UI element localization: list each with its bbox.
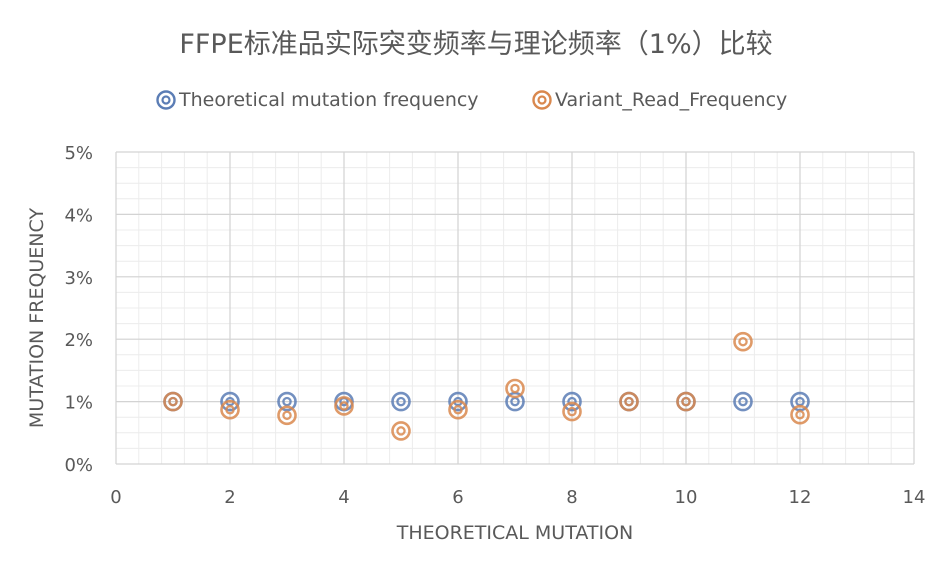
x-tick-label: 2 — [224, 487, 235, 508]
data-point-variant[interactable] — [391, 421, 411, 441]
data-point-variant[interactable] — [676, 391, 696, 412]
x-tick-label: 4 — [338, 487, 349, 508]
legend-item-theoretical[interactable]: Theoretical mutation frequency — [155, 86, 479, 114]
data-point-variant[interactable] — [334, 396, 354, 416]
legend-label-variant: Variant_Read_Frequency — [555, 89, 788, 111]
data-point-variant[interactable] — [505, 378, 525, 399]
data-point-theoretical[interactable] — [562, 391, 582, 412]
y-tick-label: 5% — [64, 143, 93, 164]
data-point-variant[interactable] — [163, 391, 183, 412]
legend: Theoretical mutation frequency Variant_R… — [0, 86, 952, 114]
data-point-variant[interactable] — [277, 405, 297, 426]
legend-marker-variant-icon — [532, 90, 552, 110]
y-tick-label: 4% — [64, 205, 93, 226]
x-tick-label: 6 — [452, 487, 463, 508]
x-tick-label: 0 — [110, 487, 121, 508]
data-point-variant[interactable] — [790, 404, 810, 425]
legend-label-theoretical: Theoretical mutation frequency — [179, 89, 479, 111]
y-tick-label: 1% — [64, 393, 93, 414]
x-axis-title: THEORETICAL MUTATION — [396, 522, 634, 544]
data-point-variant[interactable] — [733, 331, 753, 352]
data-point-variant[interactable] — [448, 399, 468, 420]
data-point-theoretical[interactable] — [277, 391, 297, 412]
chart-title: FFPE标准品实际突变频率与理论频率（1%）比较 — [179, 29, 773, 60]
x-tick-label: 8 — [566, 487, 577, 508]
data-point-variant[interactable] — [220, 399, 240, 420]
data-point-theoretical[interactable] — [391, 391, 411, 412]
data-point-theoretical[interactable] — [733, 391, 753, 412]
y-axis-title: MUTATION FREQUENCY — [26, 208, 48, 429]
y-tick-label: 0% — [64, 455, 93, 476]
data-point-variant[interactable] — [562, 401, 582, 422]
y-tick-label: 2% — [64, 330, 93, 351]
x-tick-label: 10 — [675, 487, 698, 508]
data-point-variant[interactable] — [619, 391, 639, 412]
legend-marker-theoretical-icon — [156, 90, 176, 110]
legend-item-variant[interactable]: Variant_Read_Frequency — [531, 86, 787, 114]
y-tick-label: 3% — [64, 268, 93, 289]
x-tick-label: 12 — [789, 487, 812, 508]
x-tick-label: 14 — [903, 487, 926, 508]
